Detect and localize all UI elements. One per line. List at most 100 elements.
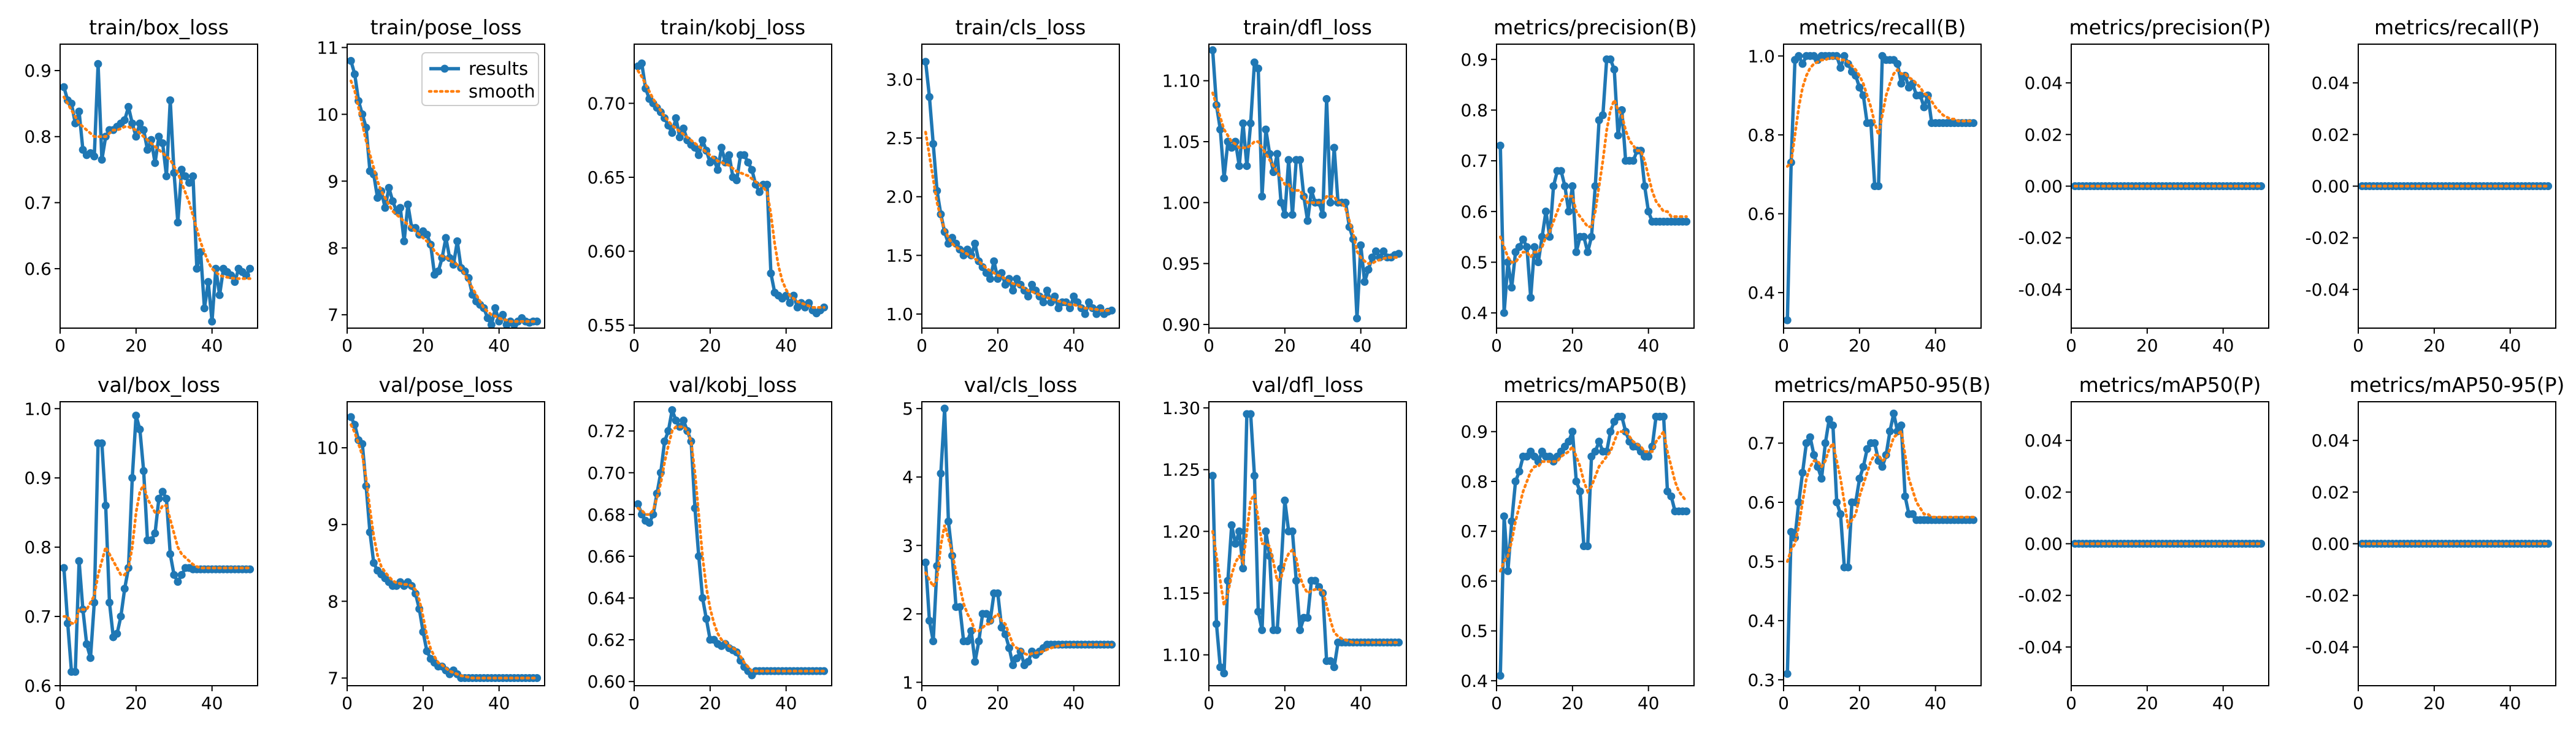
smooth-line	[1211, 490, 1400, 644]
x-tick-label: 0	[1491, 693, 1502, 713]
subplot: metrics/recall(P) 0 20 40 -0.04 -0.02 0.00 0.02…	[2306, 15, 2556, 356]
results-point	[1874, 182, 1883, 190]
results-point	[155, 494, 163, 503]
results-point	[136, 119, 144, 128]
y-tick-label: 0.6	[1460, 571, 1488, 591]
x-tick-label: 40	[1925, 335, 1947, 356]
subplot-title: val/pose_loss	[379, 373, 513, 397]
y-tick-label: 0.8	[1460, 100, 1488, 120]
results-point	[944, 517, 953, 526]
results-point	[174, 578, 182, 586]
results-point	[1092, 310, 1101, 318]
x-tick-label: 20	[1562, 335, 1584, 356]
x-tick-label: 20	[1274, 693, 1296, 713]
results-point	[1878, 462, 1887, 471]
y-tick-label: 0.6	[24, 259, 52, 279]
results-point	[1379, 247, 1388, 256]
results-point	[925, 93, 933, 101]
results-point	[1262, 527, 1270, 535]
results-point	[381, 204, 389, 212]
results-point	[1227, 144, 1236, 152]
results-point	[132, 412, 140, 420]
results-point	[162, 172, 171, 180]
results-point	[986, 275, 994, 283]
results-point	[1246, 410, 1255, 418]
results-point	[1319, 210, 1327, 219]
results-point	[664, 427, 673, 435]
results-point	[680, 416, 688, 425]
results-point	[1587, 232, 1596, 241]
results-point	[181, 172, 190, 180]
results-point	[177, 166, 186, 174]
results-point	[1227, 521, 1236, 529]
results-point	[1277, 198, 1286, 207]
results-point	[645, 518, 654, 527]
results-point	[155, 132, 163, 141]
results-point	[1806, 433, 1814, 442]
results-point	[170, 570, 178, 579]
results-point	[400, 237, 408, 245]
plot-frame	[921, 401, 1120, 686]
y-tick-label: 2.5	[886, 128, 913, 148]
results-point	[533, 317, 542, 326]
results-point	[185, 178, 194, 187]
smooth-line	[1498, 428, 1688, 573]
results-point	[1303, 217, 1312, 225]
results-point	[1568, 427, 1577, 436]
results-point	[59, 564, 68, 572]
results-point	[1054, 304, 1063, 312]
results-point	[661, 437, 669, 446]
results-line	[1211, 50, 1400, 320]
y-tick-label: 0.70	[588, 93, 626, 113]
plot-frame	[634, 401, 832, 686]
results-point	[90, 598, 99, 607]
y-tick-label: 0.5	[1460, 621, 1488, 642]
results-point	[1629, 156, 1638, 165]
subplot: metrics/mAP50-95(B) 0 20 40 0.3 0.4 0.5 0.6 0.7	[1747, 373, 1990, 713]
subplot-title: metrics/mAP50-95(B)	[1774, 373, 1990, 397]
results-point	[491, 304, 499, 312]
results-point	[369, 559, 378, 567]
y-tick-label: 0.8	[24, 127, 52, 147]
results-point	[1508, 283, 1516, 292]
y-tick-label: 0.4	[1747, 611, 1775, 631]
results-point	[937, 469, 945, 478]
results-point	[1284, 156, 1293, 164]
x-tick-label: 0	[1203, 335, 1214, 356]
results-point	[1515, 467, 1524, 476]
y-tick-label: 0.5	[1460, 253, 1488, 273]
subplot-title: metrics/recall(P)	[2374, 15, 2540, 39]
results-point	[1262, 125, 1270, 134]
results-point	[1024, 657, 1032, 666]
x-tick-label: 0	[55, 335, 66, 356]
results-point	[1504, 258, 1512, 267]
results-point	[434, 267, 443, 275]
y-tick-label: 0.02	[2312, 125, 2350, 145]
results-point	[694, 552, 703, 561]
results-point	[1606, 55, 1615, 64]
results-point	[1371, 247, 1380, 256]
results-point	[1296, 156, 1305, 164]
results-point	[1357, 241, 1365, 250]
results-point	[1783, 670, 1792, 678]
results-point	[763, 180, 772, 189]
results-point	[151, 159, 159, 167]
subplot: train/dfl_loss 0 20 40 0.90 0.95 1.00 1.05 1.10	[1162, 15, 1407, 356]
results-line	[1211, 412, 1399, 675]
y-tick-label: 0.8	[1460, 472, 1488, 492]
x-tick-label: 20	[125, 335, 147, 356]
results-point	[1519, 235, 1527, 243]
results-point	[634, 500, 642, 508]
y-tick-label: 1.05	[1162, 132, 1200, 152]
results-point	[1836, 510, 1845, 518]
results-point	[117, 612, 125, 621]
results-point	[1557, 167, 1565, 175]
subplot: val/dfl_loss 0 20 40 1.10 1.15 1.20 1.25 1.30	[1162, 373, 1407, 713]
results-point	[1527, 293, 1535, 302]
y-tick-label: 1.00	[1162, 193, 1200, 213]
x-tick-label: 40	[488, 693, 510, 713]
results-point	[75, 107, 83, 116]
results-point	[1258, 192, 1267, 201]
results-point	[1001, 630, 1010, 638]
legend-results-marker	[440, 64, 449, 73]
